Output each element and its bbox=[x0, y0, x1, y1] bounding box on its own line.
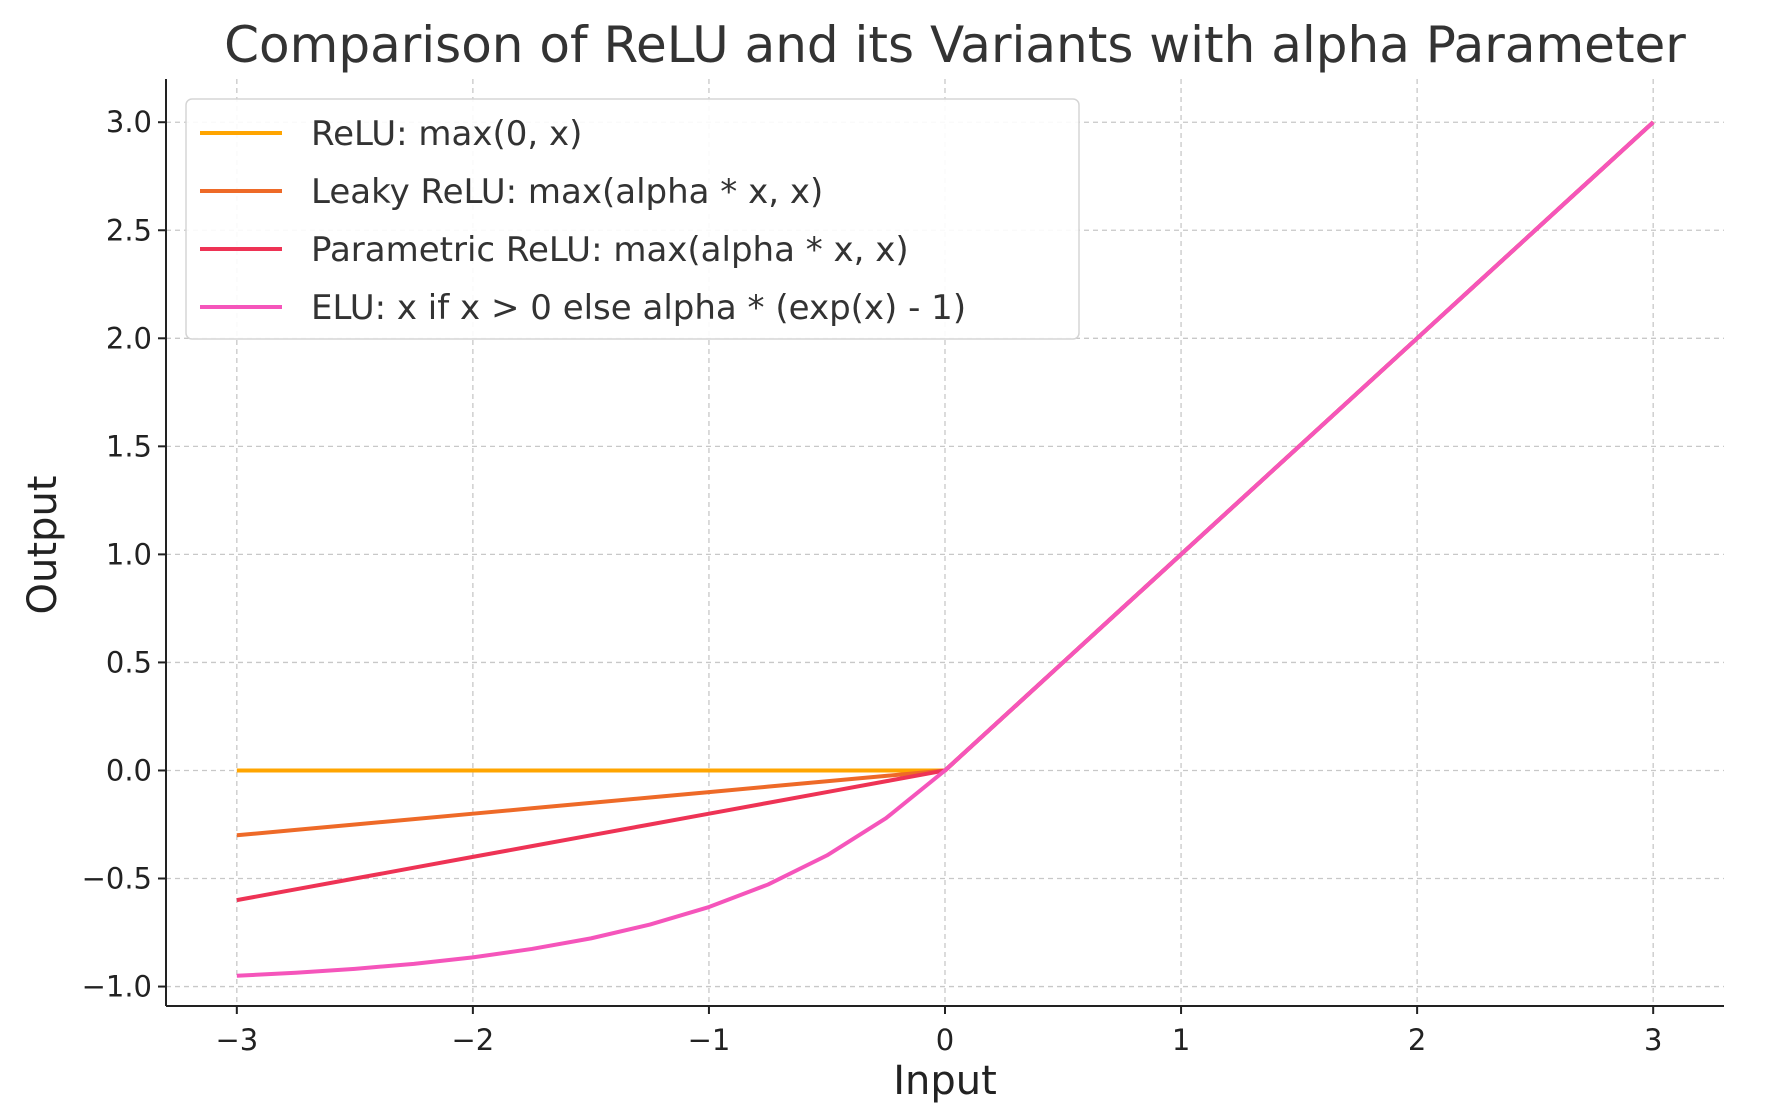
series-line-4 bbox=[236, 120, 1655, 978]
legend-frame bbox=[185, 98, 1080, 340]
y-tick-label: −0.5 bbox=[82, 862, 152, 896]
y-tick-label: 1.5 bbox=[106, 429, 152, 463]
legend: ReLU: max(0, x) Leaky ReLU: max(alpha * x… bbox=[185, 98, 1080, 340]
x-tick-label: −2 bbox=[452, 1023, 495, 1057]
y-tick-label: 0.5 bbox=[106, 645, 152, 679]
x-tick-label: 0 bbox=[936, 1023, 954, 1057]
y-tick-label: 1.0 bbox=[106, 537, 152, 571]
legend-label-1: ReLU: max(0, x) bbox=[311, 114, 582, 154]
x-axis-label: Input bbox=[893, 1058, 997, 1104]
legend-items: ReLU: max(0, x) Leaky ReLU: max(alpha * x… bbox=[200, 114, 966, 328]
x-tick-label: 1 bbox=[1172, 1023, 1190, 1057]
x-tick-label: 2 bbox=[1408, 1023, 1426, 1057]
legend-label-4: ELU: x if x > 0 else alpha * (exp(x) - 1… bbox=[311, 288, 966, 328]
chart-title: Comparison of ReLU and its Variants with… bbox=[224, 16, 1686, 74]
legend-label-3: Parametric ReLU: max(alpha * x, x) bbox=[311, 230, 909, 270]
plot-series bbox=[236, 120, 1655, 978]
x-axis-ticks: −3 −2 −1 0 1 2 3 bbox=[215, 1006, 1662, 1057]
y-axis-ticks: −1.0 −0.5 0.0 0.5 1.0 1.5 2.0 2.5 3.0 bbox=[82, 105, 166, 1004]
y-tick-label: 3.0 bbox=[106, 105, 152, 139]
y-tick-label: −1.0 bbox=[82, 970, 152, 1004]
x-tick-label: −1 bbox=[688, 1023, 731, 1057]
x-tick-label: 3 bbox=[1644, 1023, 1662, 1057]
y-tick-label: 2.5 bbox=[106, 213, 152, 247]
y-tick-label: 2.0 bbox=[106, 321, 152, 355]
x-tick-label: −3 bbox=[215, 1023, 258, 1057]
legend-label-2: Leaky ReLU: max(alpha * x, x) bbox=[311, 172, 823, 212]
y-tick-label: 0.0 bbox=[106, 753, 152, 787]
y-axis-label: Output bbox=[20, 476, 66, 615]
